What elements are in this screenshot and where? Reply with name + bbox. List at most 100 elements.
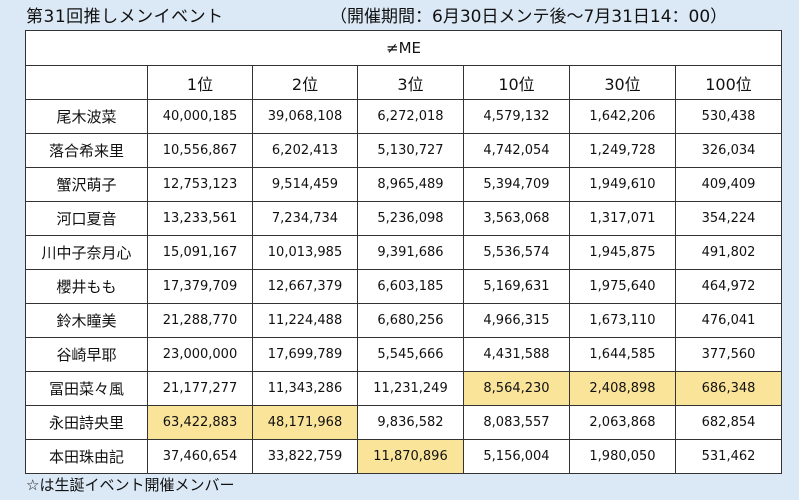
col-header: 2位 xyxy=(252,65,358,100)
score-cell: 5,236,098 xyxy=(357,201,464,236)
score-cell: 15,091,167 xyxy=(147,235,253,270)
event-period: （開催期間：6月30日メンテ後〜7月31日14：00） xyxy=(330,7,728,27)
member-name: 谷崎早耶 xyxy=(25,337,148,372)
member-name: 尾木波菜 xyxy=(25,99,148,134)
member-name: 蟹沢萌子 xyxy=(25,167,148,202)
score-cell: 4,579,132 xyxy=(463,99,570,134)
table-row: 落合希来里 10,556,867 6,202,413 5,130,727 4,742,0… xyxy=(25,133,783,168)
score-cell: 2,408,898 xyxy=(569,371,676,406)
table-row: 谷崎早耶 23,000,000 17,699,789 5,545,666 4,431,5… xyxy=(25,337,783,372)
table-row: 蟹沢萌子 12,753,123 9,514,459 8,965,489 5,394,70… xyxy=(25,167,783,202)
score-cell: 11,343,286 xyxy=(252,371,358,406)
score-cell: 5,169,631 xyxy=(463,269,570,304)
score-cell: 682,854 xyxy=(674,405,783,440)
score-cell: 5,536,574 xyxy=(463,235,570,270)
score-cell: 9,836,582 xyxy=(357,405,464,440)
score-cell: 10,013,985 xyxy=(252,235,358,270)
member-name: 鈴木瞳美 xyxy=(25,303,148,338)
score-cell: 686,348 xyxy=(674,371,783,406)
score-cell: 1,945,875 xyxy=(569,235,676,270)
table-row: 鈴木瞳美 21,288,770 11,224,488 6,680,256 4,966,3… xyxy=(25,303,783,338)
score-cell: 1,249,728 xyxy=(569,133,676,168)
score-cell: 13,233,561 xyxy=(147,201,253,236)
score-cell: 37,460,654 xyxy=(147,439,253,474)
score-cell: 3,563,068 xyxy=(463,201,570,236)
score-cell: 11,870,896 xyxy=(357,439,464,474)
table-row: 河口夏音 13,233,561 7,234,734 5,236,098 3,563,06… xyxy=(25,201,783,236)
score-cell: 21,177,277 xyxy=(147,371,253,406)
group-header: ≠ME xyxy=(24,30,783,66)
score-cell: 409,409 xyxy=(674,167,783,202)
score-cell: 491,802 xyxy=(674,235,783,270)
score-cell: 6,272,018 xyxy=(357,99,464,134)
col-header: 3位 xyxy=(357,65,464,100)
table-row: 尾木波菜 40,000,185 39,068,108 6,272,018 4,579,1… xyxy=(25,99,783,134)
score-cell: 4,431,588 xyxy=(463,337,570,372)
score-cell: 5,156,004 xyxy=(463,439,570,474)
member-name: 本田珠由記 xyxy=(25,439,148,474)
member-name: 落合希来里 xyxy=(25,133,148,168)
score-cell: 33,822,759 xyxy=(252,439,358,474)
footnote: ☆は生誕イベント開催メンバー xyxy=(26,476,235,494)
table-row: 永田詩央里 63,422,883 48,171,968 9,836,582 8,083,… xyxy=(25,405,783,440)
score-cell: 1,980,050 xyxy=(569,439,676,474)
col-header: 100位 xyxy=(674,65,783,100)
score-cell: 7,234,734 xyxy=(252,201,358,236)
score-cell: 6,680,256 xyxy=(357,303,464,338)
score-cell: 4,966,315 xyxy=(463,303,570,338)
score-cell: 8,564,230 xyxy=(463,371,570,406)
score-cell: 63,422,883 xyxy=(147,405,253,440)
corner-cell xyxy=(25,65,148,100)
score-cell: 6,202,413 xyxy=(252,133,358,168)
ranking-table: ≠ME 1位 2位 3位 10位 30位 100位 尾木波菜 40,000,185… xyxy=(24,30,783,474)
member-name: 河口夏音 xyxy=(25,201,148,236)
score-cell: 5,130,727 xyxy=(357,133,464,168)
score-cell: 354,224 xyxy=(674,201,783,236)
score-cell: 476,041 xyxy=(674,303,783,338)
score-cell: 531,462 xyxy=(674,439,783,474)
score-cell: 23,000,000 xyxy=(147,337,253,372)
score-cell: 1,975,640 xyxy=(569,269,676,304)
score-cell: 377,560 xyxy=(674,337,783,372)
score-cell: 11,231,249 xyxy=(357,371,464,406)
score-cell: 464,972 xyxy=(674,269,783,304)
score-cell: 1,673,110 xyxy=(569,303,676,338)
score-cell: 326,034 xyxy=(674,133,783,168)
score-cell: 10,556,867 xyxy=(147,133,253,168)
member-name: 櫻井もも xyxy=(25,269,148,304)
col-header: 1位 xyxy=(147,65,253,100)
col-header: 10位 xyxy=(463,65,570,100)
score-cell: 40,000,185 xyxy=(147,99,253,134)
score-cell: 9,514,459 xyxy=(252,167,358,202)
table-row: 櫻井もも 17,379,709 12,667,379 6,603,185 5,169,6… xyxy=(25,269,783,304)
score-cell: 8,083,557 xyxy=(463,405,570,440)
table-row: 本田珠由記 37,460,654 33,822,759 11,870,896 5,156… xyxy=(25,439,783,474)
score-cell: 4,742,054 xyxy=(463,133,570,168)
score-cell: 5,394,709 xyxy=(463,167,570,202)
rank-header-row: 1位 2位 3位 10位 30位 100位 xyxy=(25,65,783,100)
score-cell: 17,699,789 xyxy=(252,337,358,372)
score-cell: 48,171,968 xyxy=(252,405,358,440)
table-row: 冨田菜々風 21,177,277 11,343,286 11,231,249 8,564… xyxy=(25,371,783,406)
score-cell: 21,288,770 xyxy=(147,303,253,338)
score-cell: 1,642,206 xyxy=(569,99,676,134)
score-cell: 6,603,185 xyxy=(357,269,464,304)
score-cell: 11,224,488 xyxy=(252,303,358,338)
member-name: 永田詩央里 xyxy=(25,405,148,440)
page-title: 第31回推しメンイベント xyxy=(26,7,224,27)
score-cell: 5,545,666 xyxy=(357,337,464,372)
member-name: 冨田菜々風 xyxy=(25,371,148,406)
score-cell: 8,965,489 xyxy=(357,167,464,202)
score-cell: 12,667,379 xyxy=(252,269,358,304)
table-body: 尾木波菜 40,000,185 39,068,108 6,272,018 4,579,1… xyxy=(25,99,783,474)
score-cell: 530,438 xyxy=(674,99,783,134)
score-cell: 1,949,610 xyxy=(569,167,676,202)
score-cell: 39,068,108 xyxy=(252,99,358,134)
score-cell: 1,644,585 xyxy=(569,337,676,372)
score-cell: 9,391,686 xyxy=(357,235,464,270)
score-cell: 17,379,709 xyxy=(147,269,253,304)
col-header: 30位 xyxy=(569,65,676,100)
member-name: 川中子奈月心 xyxy=(25,235,148,270)
score-cell: 1,317,071 xyxy=(569,201,676,236)
score-cell: 2,063,868 xyxy=(569,405,676,440)
